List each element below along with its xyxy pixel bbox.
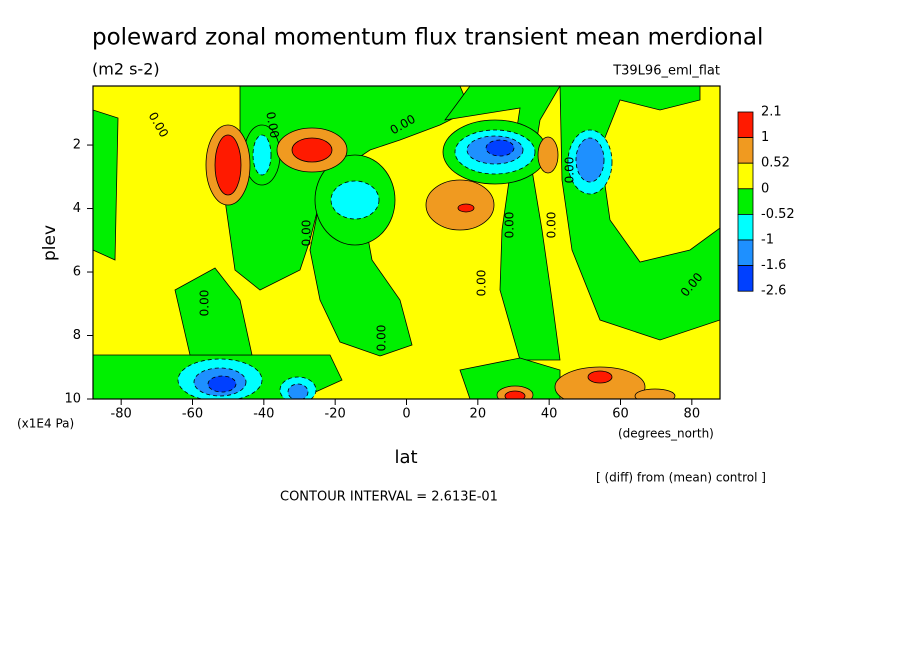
colorbar-label: 0.52 — [761, 156, 790, 171]
contour-region — [485, 139, 515, 157]
x-tick-label: 60 — [612, 407, 629, 422]
contour-label: 0.00 — [563, 157, 577, 184]
colorbar-label: -2.6 — [761, 284, 786, 299]
colorbar-label: 1 — [761, 130, 769, 145]
y-axis-label: plev — [40, 225, 60, 261]
contour-label: 0.00 — [300, 220, 314, 247]
y-tick-label: 10 — [64, 392, 81, 407]
contour-region — [504, 390, 526, 399]
chart-subtitle: (m2 s-2) — [92, 60, 160, 79]
contour-region — [252, 134, 272, 176]
contour-label: 0.00 — [375, 325, 389, 352]
colorbar-box — [737, 265, 754, 292]
contour-region — [537, 136, 559, 174]
x-tick-label: 0 — [402, 407, 410, 422]
colorbar-label: 2.1 — [761, 105, 782, 120]
y-tick-label: 4 — [73, 201, 81, 216]
contour-field — [93, 86, 720, 399]
contour-region — [457, 203, 475, 213]
x-tick-label: 40 — [541, 407, 558, 422]
contour-region — [174, 267, 253, 356]
y-tick-label: 6 — [73, 265, 81, 280]
x-tick-label: -20 — [325, 407, 346, 422]
contour-region — [634, 388, 676, 399]
x-axis-units: (degrees_north) — [618, 427, 714, 441]
colorbar-box — [737, 162, 754, 190]
colorbar-box — [737, 213, 754, 241]
chart-title: poleward zonal momentum flux transient m… — [92, 25, 763, 51]
annotation: T39L96_eml_flat — [612, 64, 720, 79]
contour-region — [214, 134, 242, 196]
colorbar-box — [737, 188, 754, 215]
contour-label: 0.00 — [198, 290, 212, 317]
colorbar-box — [737, 137, 754, 164]
contour-region — [207, 375, 237, 393]
contour-region — [291, 137, 333, 163]
contour-label: 0.00 — [475, 270, 489, 297]
colorbar-label: -1 — [761, 233, 774, 248]
x-tick-label: 80 — [684, 407, 701, 422]
y-tick-label: 2 — [73, 138, 81, 153]
x-axis-label: lat — [394, 447, 417, 468]
footer-note: [ (diff) from (mean) control ] — [596, 471, 766, 485]
contour-region — [575, 137, 605, 183]
colorbar-label: -1.6 — [761, 258, 786, 273]
x-tick-label: -60 — [182, 407, 203, 422]
contour-region — [587, 370, 613, 384]
colorbar-box — [737, 111, 754, 139]
colorbar-box — [737, 239, 754, 267]
x-tick-label: -80 — [111, 407, 132, 422]
x-tick-label: 20 — [470, 407, 487, 422]
contour-label: 0.00 — [503, 212, 517, 239]
contour-interval: CONTOUR INTERVAL = 2.613E-01 — [280, 490, 498, 505]
x-tick-label: -40 — [253, 407, 274, 422]
colorbar-label: -0.52 — [761, 207, 795, 222]
y-axis-units: (x1E4 Pa) — [17, 417, 74, 431]
contour-region — [330, 180, 380, 220]
colorbar-label: 0 — [761, 181, 769, 196]
contour-label: 0.00 — [545, 212, 559, 239]
contour-region — [93, 109, 119, 261]
contour-label: 0.00 — [263, 111, 281, 140]
contour-region — [287, 383, 309, 399]
y-tick-label: 8 — [73, 328, 81, 343]
